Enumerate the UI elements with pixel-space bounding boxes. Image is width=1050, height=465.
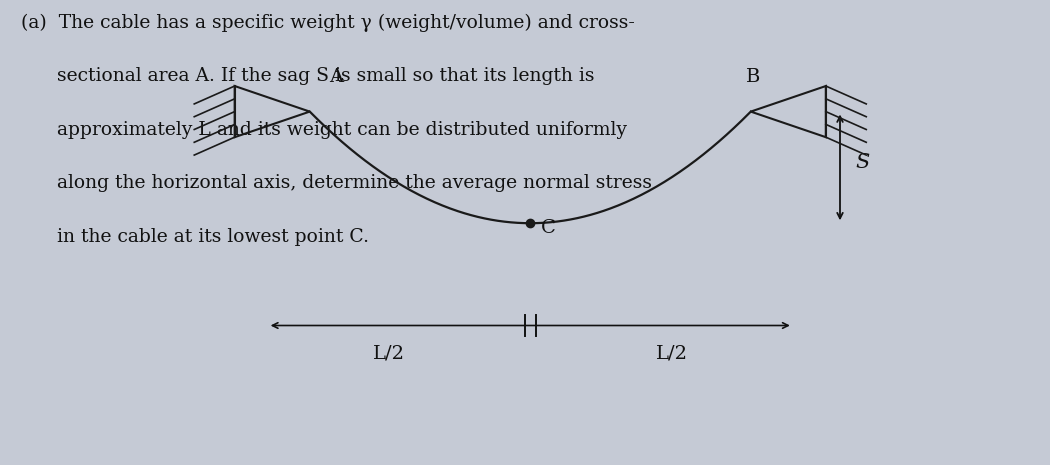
Text: approximately L and its weight can be distributed uniformly: approximately L and its weight can be di… (21, 121, 627, 139)
Text: C: C (541, 219, 555, 237)
Text: along the horizontal axis, determine the average normal stress: along the horizontal axis, determine the… (21, 174, 652, 193)
Text: L/2: L/2 (656, 344, 688, 362)
Text: A: A (329, 68, 342, 86)
Text: in the cable at its lowest point C.: in the cable at its lowest point C. (21, 228, 369, 246)
Text: (a)  The cable has a specific weight γ (weight/volume) and cross-: (a) The cable has a specific weight γ (w… (21, 14, 635, 32)
Text: S: S (856, 153, 870, 172)
Text: sectional area A. If the sag S is small so that its length is: sectional area A. If the sag S is small … (21, 67, 594, 86)
Text: B: B (746, 68, 760, 86)
Text: L/2: L/2 (373, 344, 404, 362)
